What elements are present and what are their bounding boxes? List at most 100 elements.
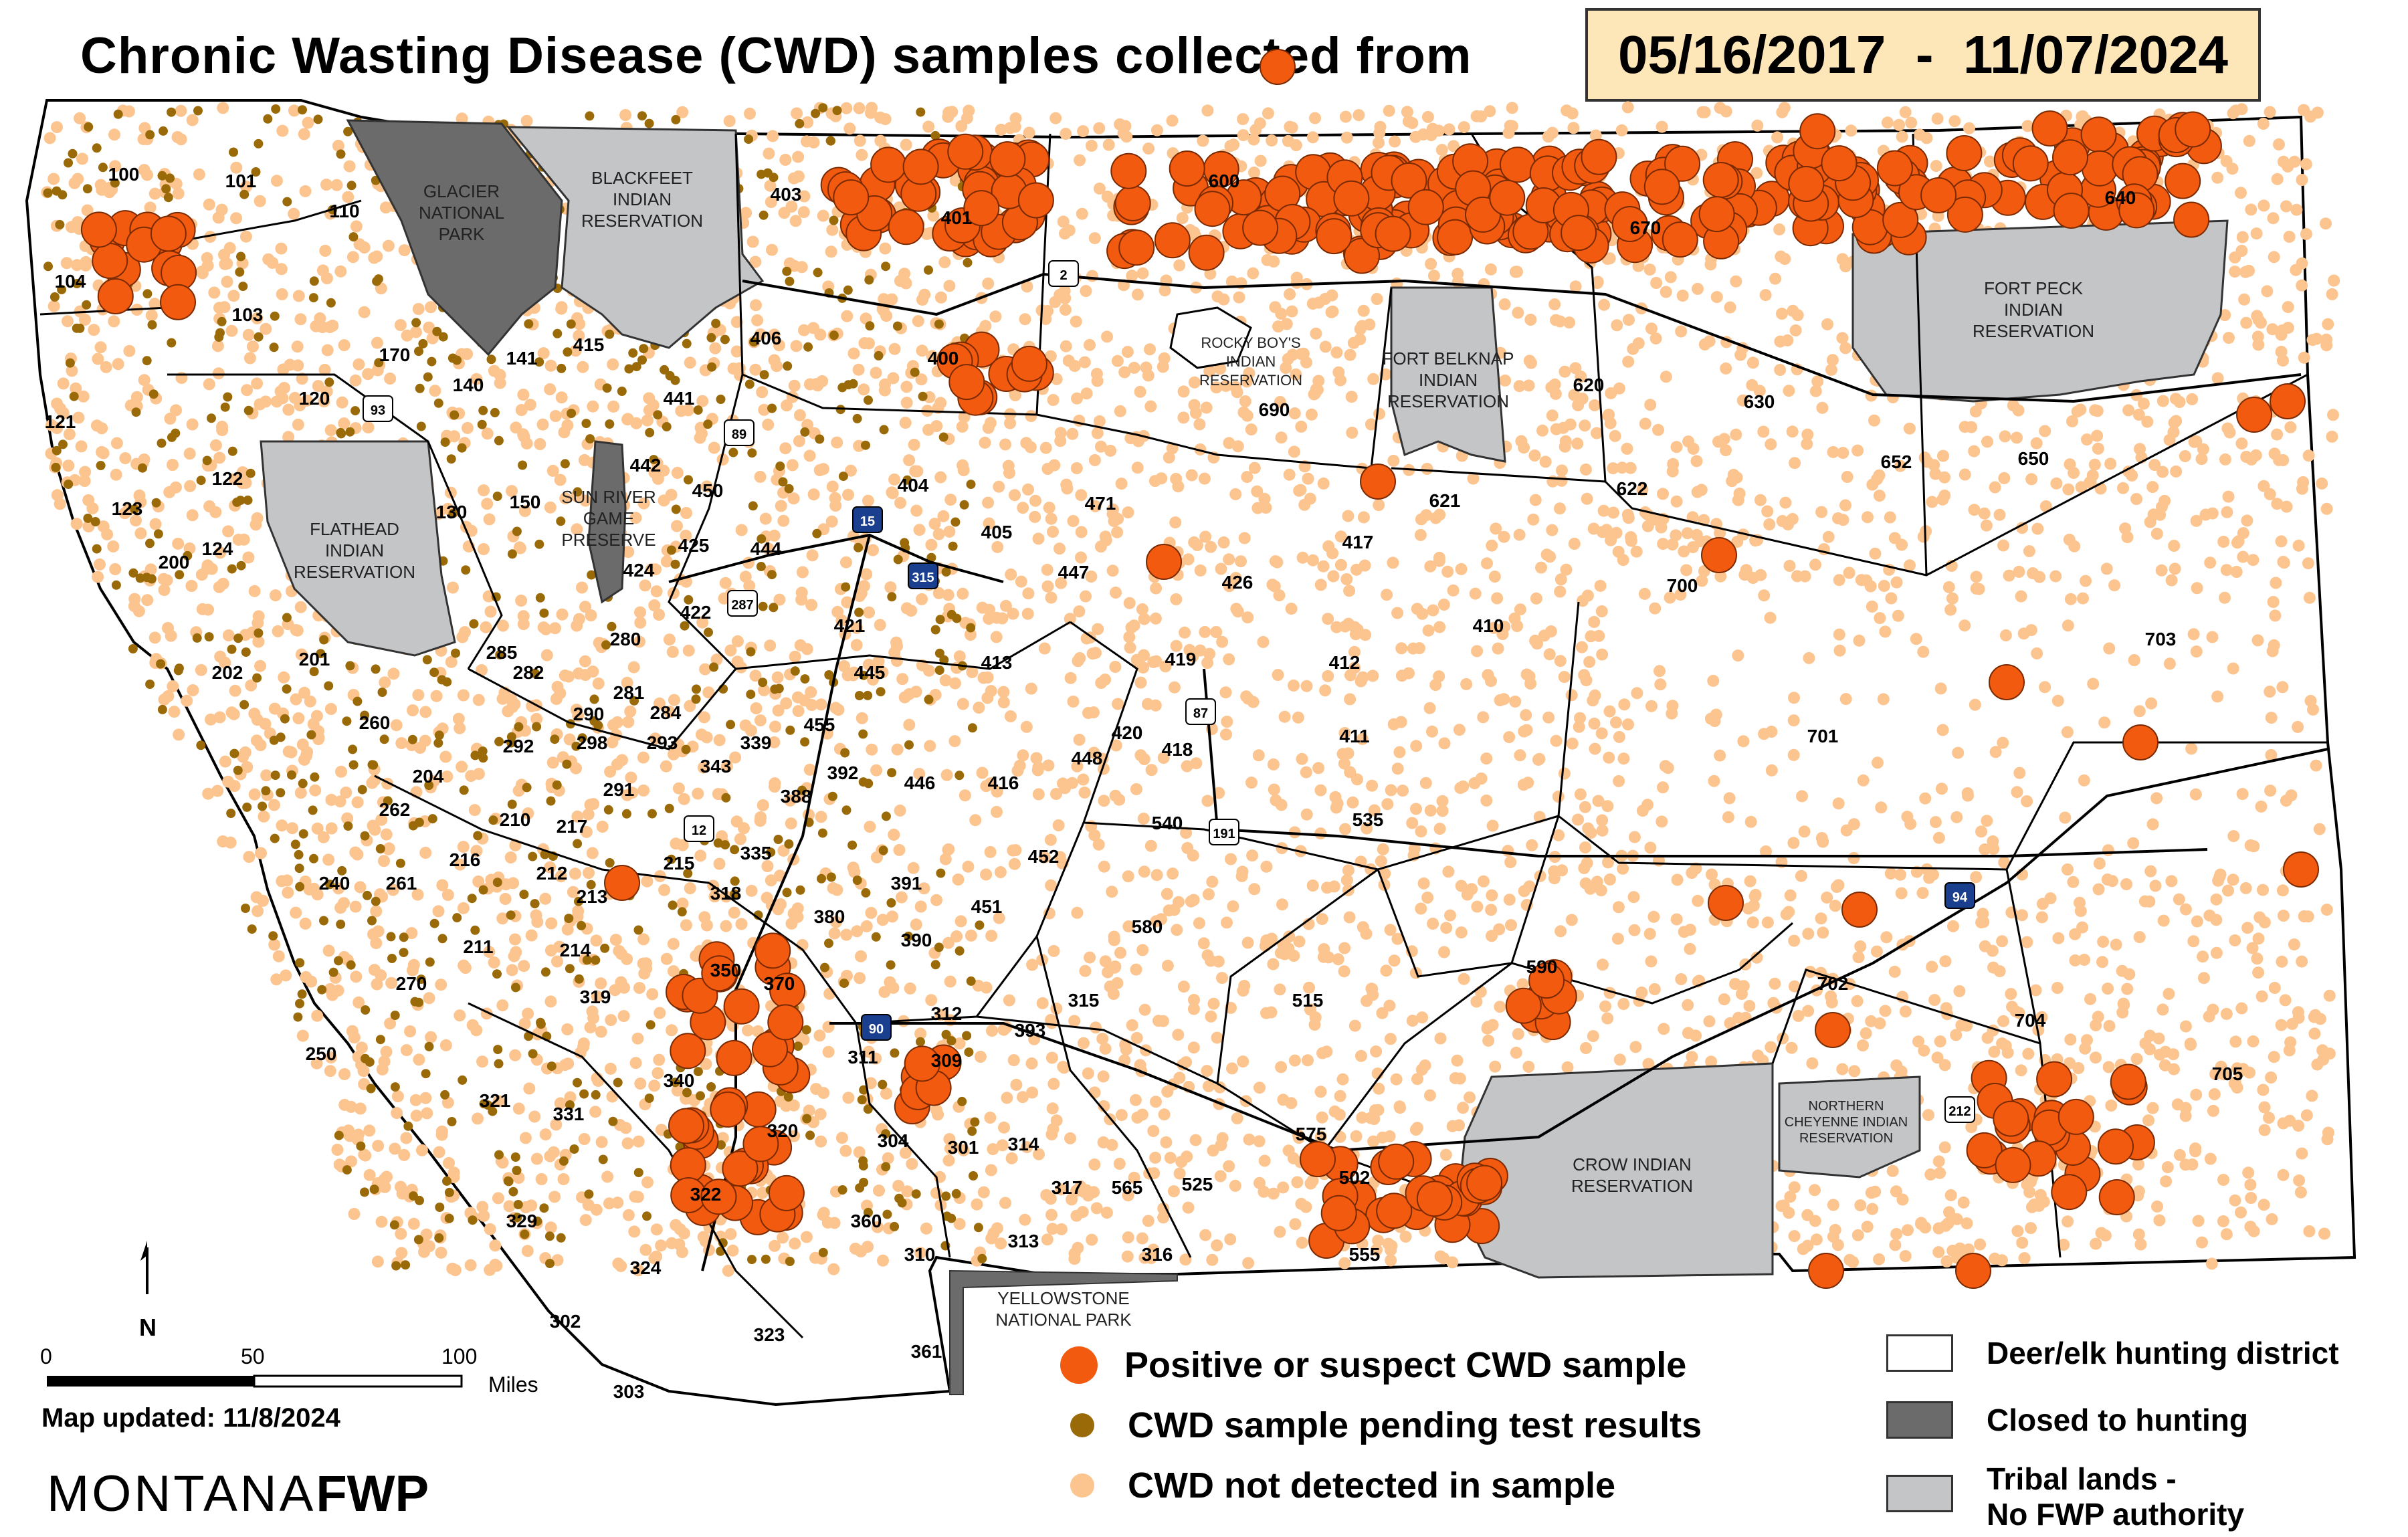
not-detected-sample-dot <box>1309 112 1321 124</box>
not-detected-sample-dot <box>700 1057 712 1070</box>
not-detected-sample-dot <box>2098 716 2111 729</box>
not-detected-sample-dot <box>1674 589 1687 601</box>
not-detected-sample-dot <box>1104 444 1117 457</box>
not-detected-sample-dot <box>1515 435 1528 447</box>
not-detected-sample-dot <box>302 116 314 129</box>
not-detected-sample-dot <box>582 1199 595 1211</box>
pending-sample-dot <box>145 130 155 140</box>
not-detected-sample-dot <box>2075 481 2088 494</box>
not-detected-sample-dot <box>1073 734 1086 746</box>
not-detected-sample-dot <box>47 300 60 312</box>
not-detected-sample-dot <box>1811 375 1824 388</box>
pending-sample-dot <box>411 318 421 328</box>
not-detected-sample-dot <box>792 705 805 718</box>
not-detected-sample-dot <box>843 122 856 135</box>
not-detected-sample-dot <box>1115 1109 1128 1122</box>
not-detected-sample-dot <box>1455 880 1468 892</box>
not-detected-sample-dot <box>827 882 839 894</box>
not-detected-sample-dot <box>1038 642 1051 655</box>
not-detected-sample-dot <box>1384 1033 1397 1045</box>
not-detected-sample-dot <box>1568 538 1581 550</box>
not-detected-sample-dot <box>2050 477 2063 490</box>
not-detected-sample-dot <box>222 525 235 538</box>
not-detected-sample-dot <box>1840 824 1853 837</box>
not-detected-sample-dot <box>1366 779 1379 792</box>
not-detected-sample-dot <box>1122 920 1135 933</box>
not-detected-sample-dot <box>1781 334 1794 346</box>
not-detected-sample-dot <box>530 712 543 725</box>
date-range-box: 05/16/2017 - 11/07/2024 <box>1585 8 2261 102</box>
not-detected-sample-dot <box>1890 576 1903 589</box>
not-detected-sample-dot <box>2298 351 2310 364</box>
not-detected-sample-dot <box>1656 120 1668 133</box>
not-detected-sample-dot <box>525 1199 538 1212</box>
not-detected-sample-dot <box>1140 361 1152 374</box>
not-detected-sample-dot <box>2064 593 2077 605</box>
not-detected-sample-dot <box>549 410 562 422</box>
not-detected-sample-dot <box>1574 712 1586 724</box>
not-detected-sample-dot <box>932 528 945 540</box>
not-detected-sample-dot <box>825 245 837 258</box>
not-detected-sample-dot <box>1643 928 1656 940</box>
not-detected-sample-dot <box>1936 724 1949 736</box>
not-detected-sample-dot <box>1847 852 1860 864</box>
not-detected-sample-dot <box>1884 867 1897 880</box>
not-detected-sample-dot <box>1861 1221 1874 1233</box>
not-detected-sample-dot <box>2251 634 2264 647</box>
not-detected-sample-dot <box>435 1125 448 1138</box>
not-detected-sample-dot <box>1599 1000 1611 1013</box>
not-detected-sample-dot <box>2268 447 2281 460</box>
not-detected-sample-dot <box>1539 455 1552 468</box>
not-detected-sample-dot <box>1621 508 1634 521</box>
not-detected-sample-dot <box>981 692 994 704</box>
not-detected-sample-dot <box>1057 215 1070 228</box>
not-detected-sample-dot <box>2210 893 2223 906</box>
not-detected-sample-dot <box>1799 570 1811 583</box>
not-detected-sample-dot <box>1229 572 1242 585</box>
not-detected-sample-dot <box>2227 874 2239 886</box>
not-detected-sample-dot <box>1720 444 1732 457</box>
not-detected-sample-dot <box>51 422 64 434</box>
pending-sample-dot <box>795 118 805 128</box>
not-detected-sample-dot <box>1513 380 1526 393</box>
not-detected-sample-dot <box>435 979 447 991</box>
not-detected-sample-dot <box>684 882 696 895</box>
not-detected-sample-dot <box>1253 1082 1266 1094</box>
not-detected-sample-dot <box>1786 425 1799 438</box>
not-detected-sample-dot <box>1286 121 1298 134</box>
not-detected-sample-dot <box>1660 371 1672 383</box>
not-detected-sample-dot <box>81 204 94 217</box>
not-detected-sample-dot <box>1467 472 1480 485</box>
not-detected-sample-dot <box>484 1223 496 1235</box>
not-detected-sample-dot <box>1221 716 1233 728</box>
pending-sample-dot <box>577 920 587 930</box>
not-detected-sample-dot <box>1613 730 1625 743</box>
not-detected-sample-dot <box>219 656 231 669</box>
not-detected-sample-dot <box>1594 579 1607 592</box>
not-detected-sample-dot <box>633 635 645 648</box>
not-detected-sample-dot <box>758 403 771 416</box>
not-detected-sample-dot <box>1939 955 1952 968</box>
not-detected-sample-dot <box>982 421 995 434</box>
not-detected-sample-dot <box>906 1158 918 1170</box>
not-detected-sample-dot <box>70 518 83 530</box>
not-detected-sample-dot <box>1233 291 1245 304</box>
not-detected-sample-dot <box>1997 539 2009 552</box>
not-detected-sample-dot <box>1064 672 1077 684</box>
not-detected-sample-dot <box>2095 1227 2108 1239</box>
not-detected-sample-dot <box>145 309 158 322</box>
not-detected-sample-dot <box>1796 790 1808 803</box>
not-detected-sample-dot <box>1331 797 1344 810</box>
pending-sample-dot <box>977 1253 987 1263</box>
not-detected-sample-dot <box>1289 1218 1302 1231</box>
not-detected-sample-dot <box>320 385 333 398</box>
not-detected-sample-dot <box>1402 115 1415 128</box>
not-detected-sample-dot <box>1710 291 1723 304</box>
not-detected-sample-dot <box>1387 556 1399 569</box>
not-detected-sample-dot <box>2245 203 2258 216</box>
not-detected-sample-dot <box>173 728 185 741</box>
pending-sample-dot <box>421 1069 431 1079</box>
not-detected-sample-dot <box>57 377 70 390</box>
not-detected-sample-dot <box>1346 426 1359 439</box>
not-detected-sample-dot <box>282 403 295 416</box>
